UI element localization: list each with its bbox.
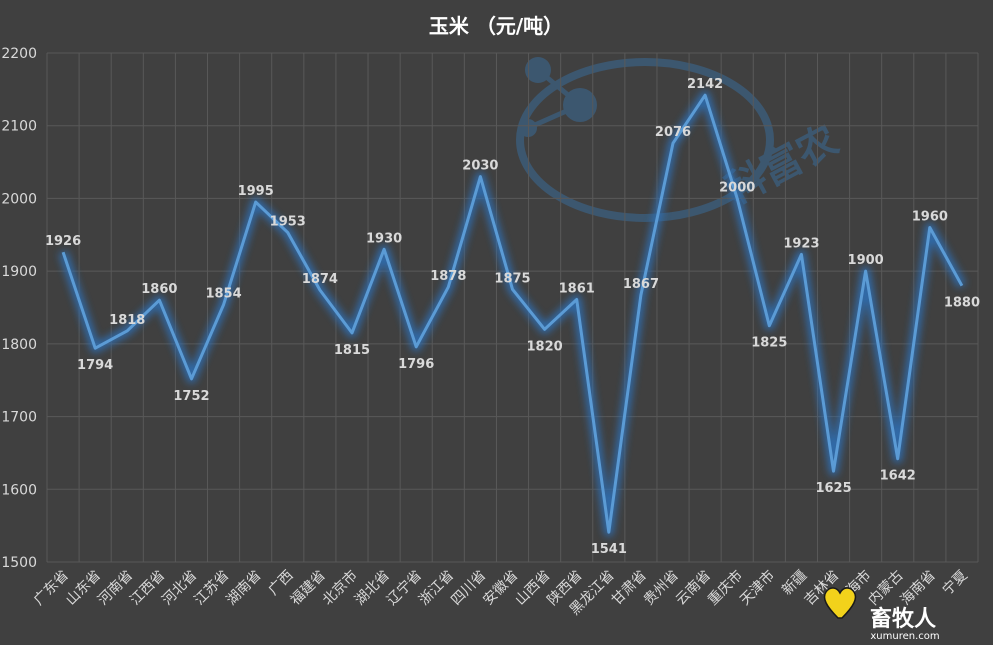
- x-tick-label: 云南省: [673, 568, 714, 609]
- x-tick-label: 安徽省: [480, 568, 521, 609]
- data-label: 1867: [623, 277, 659, 292]
- y-tick-label: 1600: [1, 482, 37, 498]
- y-tick-label: 2000: [1, 191, 37, 207]
- data-label: 2076: [655, 125, 691, 140]
- data-label: 1860: [141, 282, 177, 297]
- x-tick-label: 江苏省: [191, 568, 232, 609]
- watermark-ring-icon: [516, 58, 774, 222]
- x-tick-label: 天津市: [736, 567, 778, 609]
- x-tick-label: 山西省: [512, 568, 553, 609]
- y-tick-label: 1900: [1, 264, 37, 280]
- x-tick-label: 江西省: [127, 568, 168, 609]
- series-line: [58, 90, 966, 537]
- x-tick-label: 湖南省: [223, 568, 264, 609]
- data-label: 1752: [173, 389, 209, 404]
- x-tick-label: 宁夏: [939, 567, 971, 599]
- x-tick-label: 海南省: [898, 568, 939, 609]
- data-label: 1794: [77, 358, 113, 373]
- x-tick-label: 湖北省: [352, 568, 393, 609]
- y-tick-label: 1800: [1, 337, 37, 353]
- x-tick-label: 福建省: [288, 568, 329, 609]
- molecule-icon: [519, 57, 597, 137]
- data-label: 1900: [848, 253, 884, 268]
- y-tick-label: 1700: [1, 410, 37, 426]
- data-label: 1541: [591, 542, 627, 557]
- x-tick-label: 辽宁省: [383, 567, 425, 609]
- data-label: 1953: [270, 215, 306, 230]
- x-tick-label: 内蒙古: [866, 568, 907, 609]
- logo-domain: xumuren.com: [870, 631, 939, 642]
- data-label: 1880: [944, 296, 980, 311]
- data-label: 1625: [815, 481, 851, 496]
- data-label: 1818: [109, 313, 145, 328]
- x-tick-label: 山东省: [63, 568, 104, 609]
- x-tick-label: 河北省: [159, 568, 200, 609]
- y-tick-label: 2200: [1, 46, 37, 62]
- data-label: 1878: [430, 269, 466, 284]
- data-label: 1923: [783, 236, 819, 251]
- data-label: 1960: [912, 210, 948, 225]
- y-axis: 1500 1600 1700 1800 1900 2000 2100 2200: [1, 46, 37, 571]
- logo: 畜牧人 xumuren.com: [823, 587, 940, 642]
- x-tick-label: 河南省: [95, 568, 136, 609]
- data-label: 2030: [462, 159, 498, 174]
- x-tick-label: 甘肃省: [609, 568, 650, 609]
- logo-text: 畜牧人: [870, 606, 936, 632]
- data-label: 1930: [366, 231, 402, 246]
- data-labels: 1926 1794 1818 1860 1752 1854 1995 1953 1874 1815…: [45, 77, 980, 557]
- x-tick-label: 重庆市: [704, 567, 746, 609]
- data-label: 2142: [687, 77, 723, 92]
- heart-cow-icon: [823, 587, 857, 619]
- data-label: 1926: [45, 234, 81, 249]
- x-tick-label: 广东省: [31, 568, 72, 609]
- data-label: 2000: [719, 180, 755, 195]
- data-label: 1820: [527, 339, 563, 354]
- data-label: 1825: [751, 336, 787, 351]
- data-label: 1815: [334, 343, 370, 358]
- data-label: 1642: [880, 469, 916, 484]
- data-label: 1874: [302, 272, 338, 287]
- data-label: 1796: [398, 357, 434, 372]
- data-label: 1875: [494, 271, 530, 286]
- grid: [46, 52, 979, 563]
- x-tick-label: 北京市: [319, 567, 361, 609]
- y-tick-label: 1500: [1, 555, 37, 571]
- data-label: 1995: [238, 184, 274, 199]
- series-line-path: [61, 93, 964, 534]
- data-label: 1861: [559, 282, 595, 297]
- data-label: 1854: [205, 287, 241, 302]
- x-tick-label: 浙江省: [416, 568, 457, 609]
- x-tick-label: 贵州省: [641, 568, 682, 609]
- chart-title: 玉米 （元/吨）: [429, 14, 563, 38]
- x-tick-label: 四川省: [448, 568, 489, 609]
- y-tick-label: 2100: [1, 119, 37, 135]
